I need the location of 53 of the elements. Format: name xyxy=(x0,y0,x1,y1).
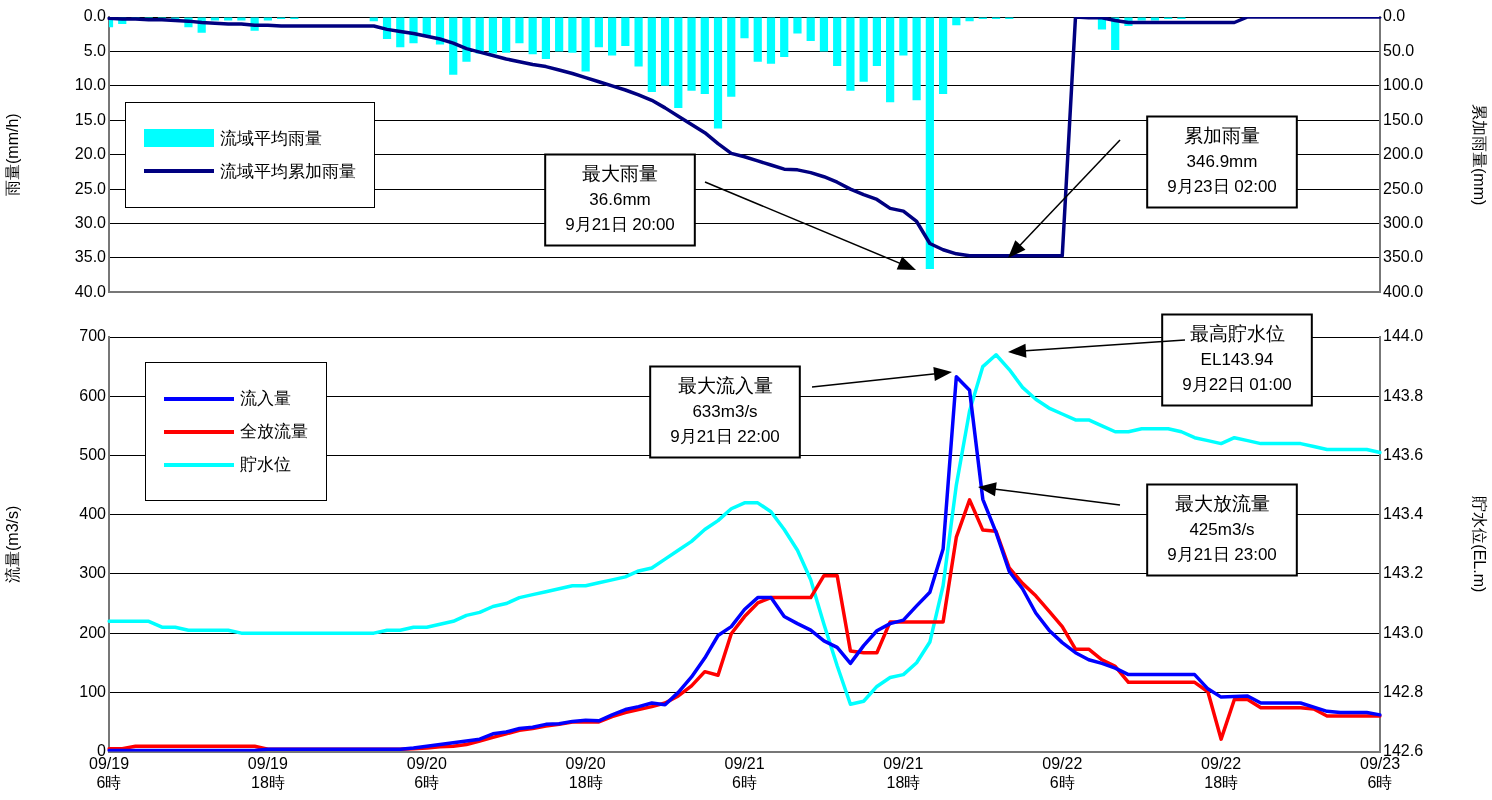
y2-tick-label: 0.0 xyxy=(1383,7,1406,25)
y2-tick-label: 250.0 xyxy=(1383,179,1424,197)
legend-label: 全放流量 xyxy=(240,421,308,443)
y-axis-title: 雨量(mm/h) xyxy=(4,113,22,197)
y2-tick-label: 100.0 xyxy=(1383,76,1424,94)
y-tick-label: 700 xyxy=(79,327,107,345)
x-tick-label: 09/19 18時 xyxy=(247,754,288,791)
annotation: 最高貯水位 EL143.94 9月22日 01:00 xyxy=(1182,323,1292,394)
y-tick-label: 30.0 xyxy=(74,213,107,231)
x-tick-label: 09/21 18時 xyxy=(883,754,924,791)
y-tick-label: 40.0 xyxy=(74,282,107,300)
y2-tick-label: 144.0 xyxy=(1383,327,1424,345)
y2-tick-label: 200.0 xyxy=(1383,145,1424,163)
x-tick-label: 09/22 18時 xyxy=(1201,754,1242,791)
y-tick-label: 300 xyxy=(79,564,107,582)
y-tick-label: 15.0 xyxy=(74,110,107,128)
y2-tick-label: 150.0 xyxy=(1383,110,1424,128)
y-tick-label: 5.0 xyxy=(83,41,107,59)
y-axis-title: 流量(m3/s) xyxy=(4,505,22,583)
y-tick-label: 10.0 xyxy=(74,76,107,94)
legend-label: 流域平均累加雨量 xyxy=(220,160,356,183)
y2-tick-label: 300.0 xyxy=(1383,213,1424,231)
y2-tick-label: 143.0 xyxy=(1383,623,1424,641)
y2-tick-label: 143.6 xyxy=(1383,445,1424,463)
x-tick-label: 09/20 6時 xyxy=(406,754,447,791)
y2-axis-title: 貯水位(EL.m) xyxy=(1470,496,1488,593)
y-tick-label: 400 xyxy=(79,505,107,523)
y-tick-label: 100 xyxy=(79,682,107,700)
y-tick-label: 0.0 xyxy=(83,7,107,25)
annotation: 累加雨量 346.9mm 9月23日 02:00 xyxy=(1167,125,1277,196)
y2-tick-label: 142.8 xyxy=(1383,682,1424,700)
y-tick-label: 200 xyxy=(79,623,107,641)
annotation: 最大雨量 36.6mm 9月21日 20:00 xyxy=(565,163,675,234)
legend-label: 流入量 xyxy=(240,388,291,410)
y2-tick-label: 400.0 xyxy=(1383,282,1424,300)
y2-tick-label: 50.0 xyxy=(1383,41,1415,59)
x-tick-label: 09/21 6時 xyxy=(724,754,765,791)
x-tick-label: 09/20 18時 xyxy=(565,754,606,791)
y2-tick-label: 143.8 xyxy=(1383,386,1424,404)
y-tick-label: 600 xyxy=(79,386,107,404)
legend-label: 貯水位 xyxy=(240,454,291,476)
y2-tick-label: 143.4 xyxy=(1383,505,1424,523)
x-tick-label: 09/22 6時 xyxy=(1042,754,1083,791)
y2-axis-title: 累加雨量(mm) xyxy=(1470,104,1488,206)
y-tick-label: 20.0 xyxy=(74,145,107,163)
annotation: 最大流入量 633m3/s 9月21日 22:00 xyxy=(670,375,780,446)
y2-tick-label: 350.0 xyxy=(1383,248,1424,266)
y-tick-label: 25.0 xyxy=(74,179,107,197)
legend-label: 流域平均雨量 xyxy=(220,127,322,150)
y-tick-label: 500 xyxy=(79,445,107,463)
annotation: 最大放流量 425m3/s 9月21日 23:00 xyxy=(1167,493,1277,564)
y-tick-label: 35.0 xyxy=(74,248,107,266)
y2-tick-label: 143.2 xyxy=(1383,564,1424,582)
